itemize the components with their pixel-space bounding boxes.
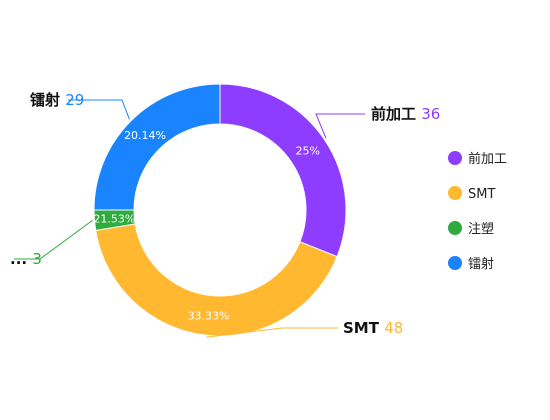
legend-item-0[interactable]: 前加工 (448, 151, 507, 167)
callout-value-2: 3 (32, 250, 42, 268)
legend-label-3: 镭射 (468, 256, 494, 272)
legend-marker-1 (448, 186, 462, 200)
percent-label-3: 20.14% (124, 129, 166, 142)
slices-layer (93, 83, 347, 337)
legend-label-2: 注塑 (468, 222, 494, 237)
legend-marker-0 (448, 151, 462, 165)
callout-name-3: 镭射 (30, 91, 65, 109)
callout-line-3 (68, 99, 130, 120)
percent-label-0: 25% (296, 145, 320, 158)
callout-label-1: SMT 48 (343, 319, 403, 337)
callout-line-2 (14, 219, 93, 260)
callout-value-3: 29 (65, 91, 84, 109)
callout-value-1: 48 (384, 319, 403, 337)
legend-marker-3 (448, 256, 462, 270)
callout-line-1 (206, 327, 338, 338)
callout-label-3: 镭射 29 (30, 91, 84, 109)
slice-0[interactable] (219, 83, 347, 258)
legend-item-2[interactable]: 注塑 (448, 221, 494, 237)
slice-3[interactable] (93, 83, 221, 211)
percent-label-2: 21.53% (93, 213, 135, 226)
slice-1[interactable] (95, 223, 338, 337)
legend-item-1[interactable]: SMT (448, 186, 495, 202)
callout-name-1: SMT (343, 319, 384, 337)
callout-name-0: 前加工 (371, 105, 421, 123)
callout-line-0 (315, 113, 365, 139)
legend-label-0: 前加工 (468, 151, 507, 167)
percent-label-1: 33.33% (188, 309, 230, 322)
callout-label-2: ... 3 (10, 250, 42, 268)
callout-value-0: 36 (421, 105, 440, 123)
legend-item-3[interactable]: 镭射 (448, 256, 494, 272)
percent-labels-layer: 25% 33.33% 21.53% 20.14% (93, 129, 320, 322)
legend-label-1: SMT (468, 187, 495, 202)
legend-marker-2 (448, 221, 462, 235)
callout-label-0: 前加工 36 (371, 105, 440, 123)
callout-name-2: ... (10, 250, 32, 268)
